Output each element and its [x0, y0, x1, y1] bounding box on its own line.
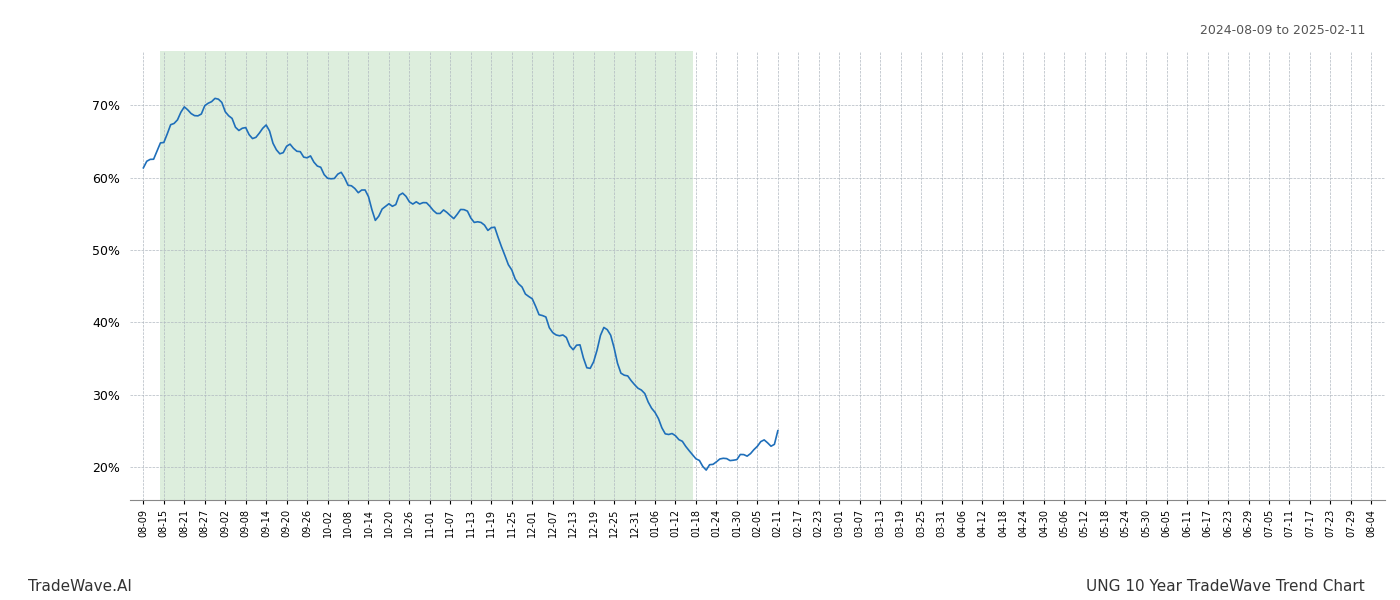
Text: TradeWave.AI: TradeWave.AI [28, 579, 132, 594]
Text: UNG 10 Year TradeWave Trend Chart: UNG 10 Year TradeWave Trend Chart [1086, 579, 1365, 594]
Text: 2024-08-09 to 2025-02-11: 2024-08-09 to 2025-02-11 [1200, 24, 1365, 37]
Bar [161, 51, 693, 500]
